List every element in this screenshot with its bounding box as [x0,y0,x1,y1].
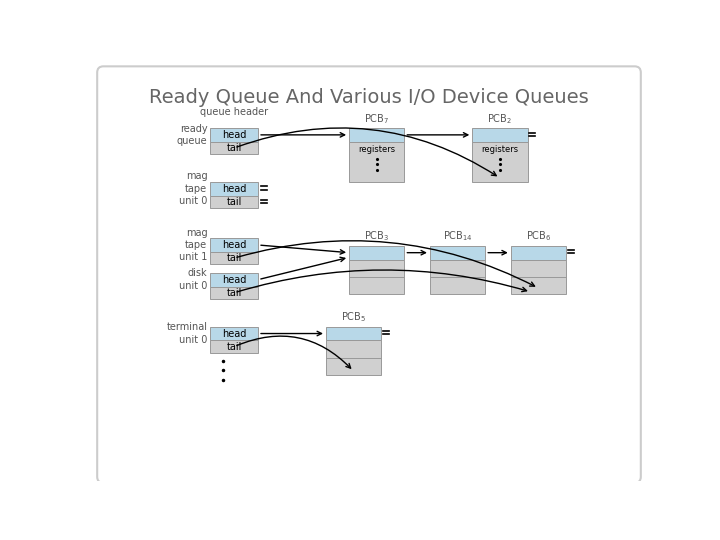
FancyBboxPatch shape [430,260,485,294]
Text: PCB$_6$: PCB$_6$ [526,230,551,244]
Text: ready
queue: ready queue [176,124,207,146]
Text: PCB$_7$: PCB$_7$ [364,112,390,126]
Text: PCB$_{14}$: PCB$_{14}$ [443,230,472,244]
FancyBboxPatch shape [349,260,405,294]
Text: PCB$_2$: PCB$_2$ [487,112,513,126]
FancyBboxPatch shape [472,128,528,142]
Text: PCB$_5$: PCB$_5$ [341,310,366,325]
FancyBboxPatch shape [472,142,528,182]
Text: tail: tail [227,342,242,352]
Text: registers: registers [482,145,518,154]
FancyBboxPatch shape [430,246,485,260]
Text: head: head [222,240,246,250]
FancyBboxPatch shape [349,128,405,142]
FancyBboxPatch shape [210,182,258,195]
FancyBboxPatch shape [210,128,258,142]
Text: tail: tail [227,143,242,153]
Text: mag
tape
unit 1: mag tape unit 1 [179,227,207,262]
FancyBboxPatch shape [210,195,258,208]
Text: head: head [222,130,246,140]
FancyBboxPatch shape [349,246,405,260]
FancyBboxPatch shape [510,246,566,260]
Text: head: head [222,184,246,194]
FancyBboxPatch shape [326,340,382,375]
FancyBboxPatch shape [210,287,258,299]
FancyBboxPatch shape [210,340,258,353]
Text: tail: tail [227,288,242,298]
FancyBboxPatch shape [210,142,258,154]
Text: registers: registers [358,145,395,154]
Text: mag
tape
unit 0: mag tape unit 0 [179,171,207,206]
Text: head: head [222,328,246,339]
FancyBboxPatch shape [510,260,566,294]
FancyBboxPatch shape [210,238,258,252]
Text: tail: tail [227,253,242,263]
Text: queue header: queue header [200,107,269,117]
FancyBboxPatch shape [210,327,258,340]
Text: terminal
unit 0: terminal unit 0 [166,322,207,345]
FancyBboxPatch shape [210,252,258,264]
Text: Ready Queue And Various I/O Device Queues: Ready Queue And Various I/O Device Queue… [149,88,589,107]
FancyBboxPatch shape [349,142,405,182]
Text: tail: tail [227,197,242,207]
Text: PCB$_3$: PCB$_3$ [364,230,390,244]
Text: head: head [222,275,246,285]
FancyBboxPatch shape [97,66,641,483]
Text: disk
unit 0: disk unit 0 [179,268,207,291]
FancyBboxPatch shape [326,327,382,340]
FancyBboxPatch shape [210,273,258,287]
